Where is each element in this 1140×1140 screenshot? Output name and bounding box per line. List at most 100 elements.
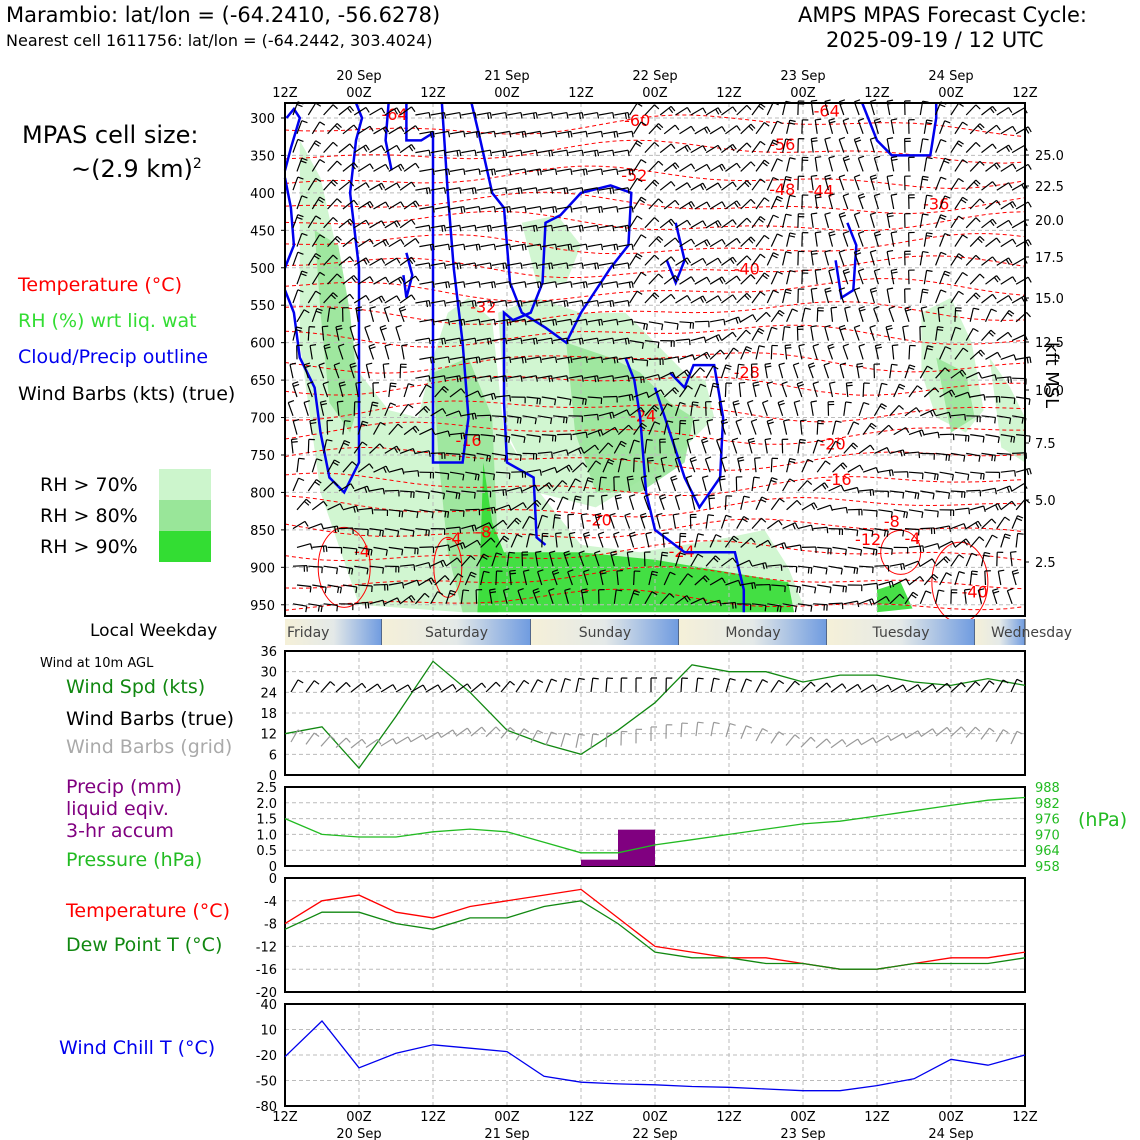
wind-barb [970, 434, 985, 443]
wind-barb-staff [568, 111, 583, 116]
wind-barb-feather [993, 276, 999, 283]
wind-barb-feather [811, 503, 816, 510]
wind-barb-feather [706, 126, 711, 133]
wind-barb [810, 250, 818, 266]
wind-barb-staff [319, 402, 325, 416]
wind-barb-staff [430, 262, 445, 266]
wind10m-barb-feather [564, 678, 571, 681]
wind-barb [950, 554, 965, 567]
wind-barb-feather [477, 474, 480, 481]
wind-barb-feather [732, 106, 737, 113]
wind-barb-staff [449, 509, 465, 512]
wind-barb-staff [373, 163, 386, 172]
wind-barb [556, 464, 573, 473]
wind-barb [747, 437, 756, 454]
wind-barb-feather [355, 381, 362, 384]
wind-barb-staff [725, 275, 738, 285]
wind-barb-feather [366, 362, 373, 366]
wind-barb-staff [797, 603, 812, 607]
wind-barb-staff [793, 402, 799, 416]
wind-barb-staff [399, 294, 412, 304]
wind-barb-feather [719, 165, 724, 172]
wind-barb-feather [381, 258, 386, 264]
wind-barb-feather [719, 475, 726, 478]
wind-barb [950, 253, 964, 266]
wind-barb-feather [631, 356, 634, 363]
wind-barb-feather [463, 433, 466, 440]
wind-barb-feather [535, 225, 538, 232]
wind-barb-feather [432, 356, 435, 363]
wind-barb-feather [886, 327, 893, 331]
wind-barb-staff [613, 589, 617, 604]
wind-barb-feather [750, 123, 756, 129]
wind-barb-staff [430, 149, 445, 154]
bottom-time-tick: 12Z [568, 1110, 594, 1125]
wind-barb-staff [659, 105, 672, 116]
wind-barb [461, 490, 476, 499]
wind-barb [307, 140, 322, 153]
wind-barb [679, 125, 696, 135]
wind-barb-feather [992, 143, 997, 150]
wind-barb-staff [563, 552, 569, 567]
wind-barb-feather [721, 421, 728, 425]
wind-barb-staff [449, 471, 464, 476]
wind-barb [338, 483, 355, 492]
wind-barb-feather [853, 567, 856, 574]
wind-barb-staff [511, 471, 526, 473]
wind-barb-feather [859, 549, 863, 556]
wind-barb [633, 321, 649, 331]
wind-barb [510, 502, 527, 511]
wind-barb-staff [838, 327, 845, 341]
wind-barb [724, 535, 739, 548]
wind-barb [342, 274, 359, 285]
wind-barb-staff [480, 571, 485, 586]
wind-barb-feather [365, 219, 370, 226]
wind-barb [701, 437, 709, 454]
wind-barb-feather [717, 220, 722, 226]
wind-barb-feather [552, 206, 555, 214]
wind-barb-feather [616, 281, 619, 288]
wind-barb-feather [732, 331, 737, 338]
wind-barb [679, 354, 696, 361]
wind-barb [828, 381, 836, 398]
wind-barb [384, 220, 401, 229]
wind-barb [869, 324, 876, 341]
wind-barb-feather [746, 104, 752, 111]
wind-barb [893, 509, 909, 519]
wind-barb-feather [489, 262, 493, 269]
wind-barb [939, 540, 956, 548]
wind-barb-staff [869, 327, 875, 341]
wind-barb-staff [353, 401, 356, 416]
wind-barb-feather [493, 131, 497, 138]
wind-barb [327, 123, 342, 135]
wind-barb [323, 603, 339, 612]
wind-barb-feather [548, 263, 551, 270]
wind-barb-feather [582, 282, 586, 289]
wind-barb-staff [633, 159, 642, 172]
wind-barb-feather [702, 258, 707, 264]
wind-barb-feather [810, 567, 813, 574]
wind-barb-staff [984, 308, 992, 323]
wind-barb-feather [624, 338, 627, 345]
wind-barb-feather [686, 107, 692, 113]
wind-barb [663, 387, 680, 398]
wind-barb-feather [810, 325, 817, 328]
wind-barb-staff [830, 307, 834, 322]
wind-barb-staff [602, 168, 617, 172]
wind-barb-feather [535, 300, 538, 307]
wind-barb [568, 187, 584, 194]
wind10m-barb-feather [345, 737, 351, 743]
pressure-tick-label: 400 [250, 187, 275, 202]
wind-barb-staff [1000, 276, 1013, 285]
wind-barb-feather [759, 253, 766, 259]
wind-barb-staff [644, 104, 655, 116]
wind-barb-feather [339, 384, 346, 387]
wind-barb [690, 220, 707, 229]
wind-barb [415, 528, 430, 537]
wind-barb [509, 569, 517, 586]
wind-barb-staff [663, 275, 676, 285]
wind-barb-feather [517, 300, 520, 308]
wind-barb-staff [935, 452, 950, 456]
wind-barb [399, 447, 416, 455]
wind-barb-staff [571, 462, 584, 473]
